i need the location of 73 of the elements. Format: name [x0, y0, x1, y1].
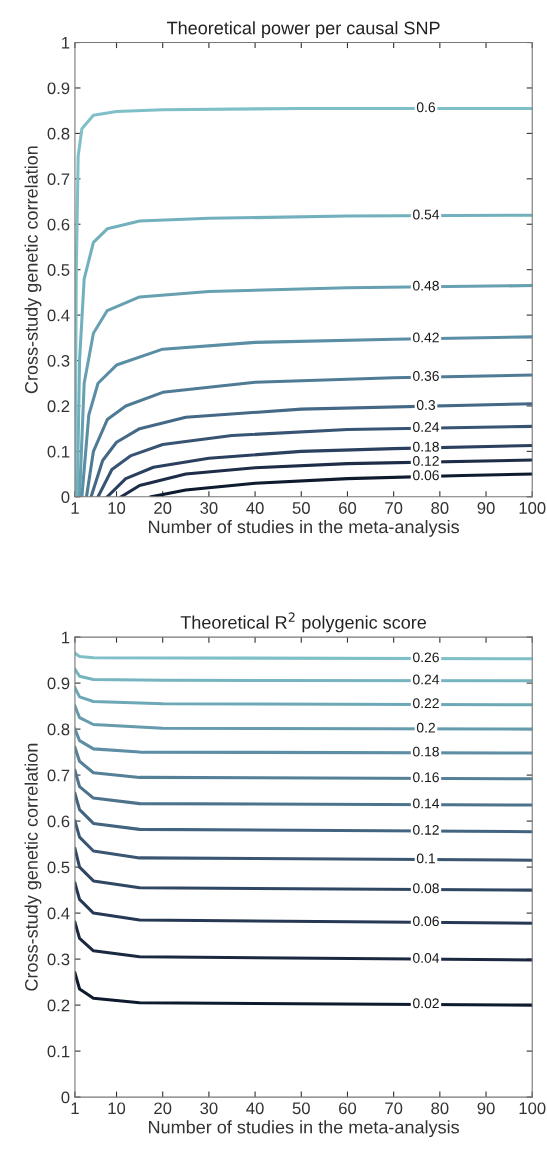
series-label: 0.22: [413, 698, 439, 709]
y-tick-label: 0.3: [47, 953, 70, 966]
x-tick-label: 30: [200, 502, 218, 514]
series-label: 0.18: [413, 441, 439, 452]
x-tick-label: 30: [200, 1102, 218, 1115]
series-label: 0.36: [413, 371, 439, 381]
x-axis-title: Number of studies in the meta-analysis: [149, 1120, 459, 1138]
x-tick-label: 10: [108, 1102, 126, 1115]
series-label: 0.42: [413, 332, 439, 343]
series-label: 0.16: [413, 772, 439, 783]
chart-title: Theoretical power per causal SNP: [167, 21, 440, 38]
y-tick-label: 0.5: [47, 861, 70, 874]
y-tick-label: 0.7: [47, 769, 70, 782]
x-tick-label: 80: [431, 502, 449, 514]
y-tick-label: 0.2: [47, 999, 70, 1012]
y-tick-label: 0.4: [47, 907, 70, 920]
x-tick-label: 70: [385, 1102, 403, 1115]
y-axis-title: Cross-study genetic correlation: [24, 146, 42, 394]
chart-title: Theoretical R$^{2}$ polygenic score: [180, 612, 427, 633]
x-tick-label: 60: [339, 502, 357, 514]
series-label: 0.04: [413, 953, 440, 963]
x-tick-label: 80: [431, 1102, 449, 1115]
x-tick-label: 70: [385, 502, 403, 514]
series-label: 0.2: [416, 722, 435, 733]
series-label: 0.1: [416, 853, 435, 864]
series-label: 0.12: [413, 824, 439, 835]
series-label: 0.12: [413, 455, 439, 466]
series-label: 0.14: [413, 798, 440, 809]
y-tick-label: 0.7: [47, 173, 70, 186]
x-tick-label: 90: [477, 1102, 495, 1115]
series-label: 0.08: [413, 883, 439, 894]
x-tick-label: 60: [339, 1102, 357, 1115]
y-tick-label: 0: [61, 491, 70, 503]
x-tick-label: 100: [519, 1102, 546, 1115]
y-tick-label: 0.3: [47, 354, 70, 367]
series-label: 0.24: [413, 674, 440, 685]
y-tick-label: 0: [61, 1091, 70, 1104]
y-tick-label: 1: [62, 37, 70, 49]
x-tick-label: 10: [108, 502, 126, 514]
x-tick-label: 40: [246, 1102, 264, 1115]
series-label: 0.24: [413, 422, 440, 432]
y-axis-title: Cross-study genetic correlation: [24, 743, 42, 991]
series-label: 0.48: [413, 280, 439, 291]
x-tick-label: 50: [292, 1102, 310, 1115]
y-tick-label: 0.6: [47, 815, 70, 828]
series-label: 0.18: [413, 746, 439, 757]
series-label: 0.02: [413, 998, 439, 1009]
series-label: 0.3: [416, 400, 436, 410]
y-tick-label: 0.1: [47, 1045, 70, 1058]
x-tick-label: 100: [519, 502, 546, 514]
y-tick-label: 1: [62, 631, 70, 644]
x-tick-label: 1: [71, 1102, 79, 1115]
series-label: 0.54: [413, 209, 440, 220]
x-tick-label: 20: [154, 502, 172, 514]
y-tick-label: 0.9: [47, 677, 70, 690]
x-tick-label: 1: [71, 502, 79, 514]
y-tick-label: 0.1: [47, 445, 70, 458]
x-axis-title: Number of studies in the meta-analysis: [149, 519, 459, 537]
y-tick-label: 0.5: [47, 264, 70, 276]
y-tick-label: 0.4: [47, 309, 70, 322]
y-tick-label: 0.8: [47, 127, 70, 140]
y-tick-label: 0.9: [47, 82, 70, 95]
series-label: 0.6: [416, 102, 436, 113]
series-label: 0.06: [413, 470, 439, 481]
series-label: 0.26: [413, 652, 439, 663]
y-tick-label: 0.6: [47, 218, 70, 231]
x-tick-label: 40: [246, 502, 264, 514]
x-tick-label: 50: [292, 502, 310, 514]
y-tick-label: 0.2: [47, 400, 70, 413]
y-tick-label: 0.8: [47, 723, 70, 736]
x-tick-label: 20: [154, 1102, 172, 1115]
series-label: 0.06: [413, 916, 439, 927]
x-tick-label: 90: [477, 502, 495, 514]
